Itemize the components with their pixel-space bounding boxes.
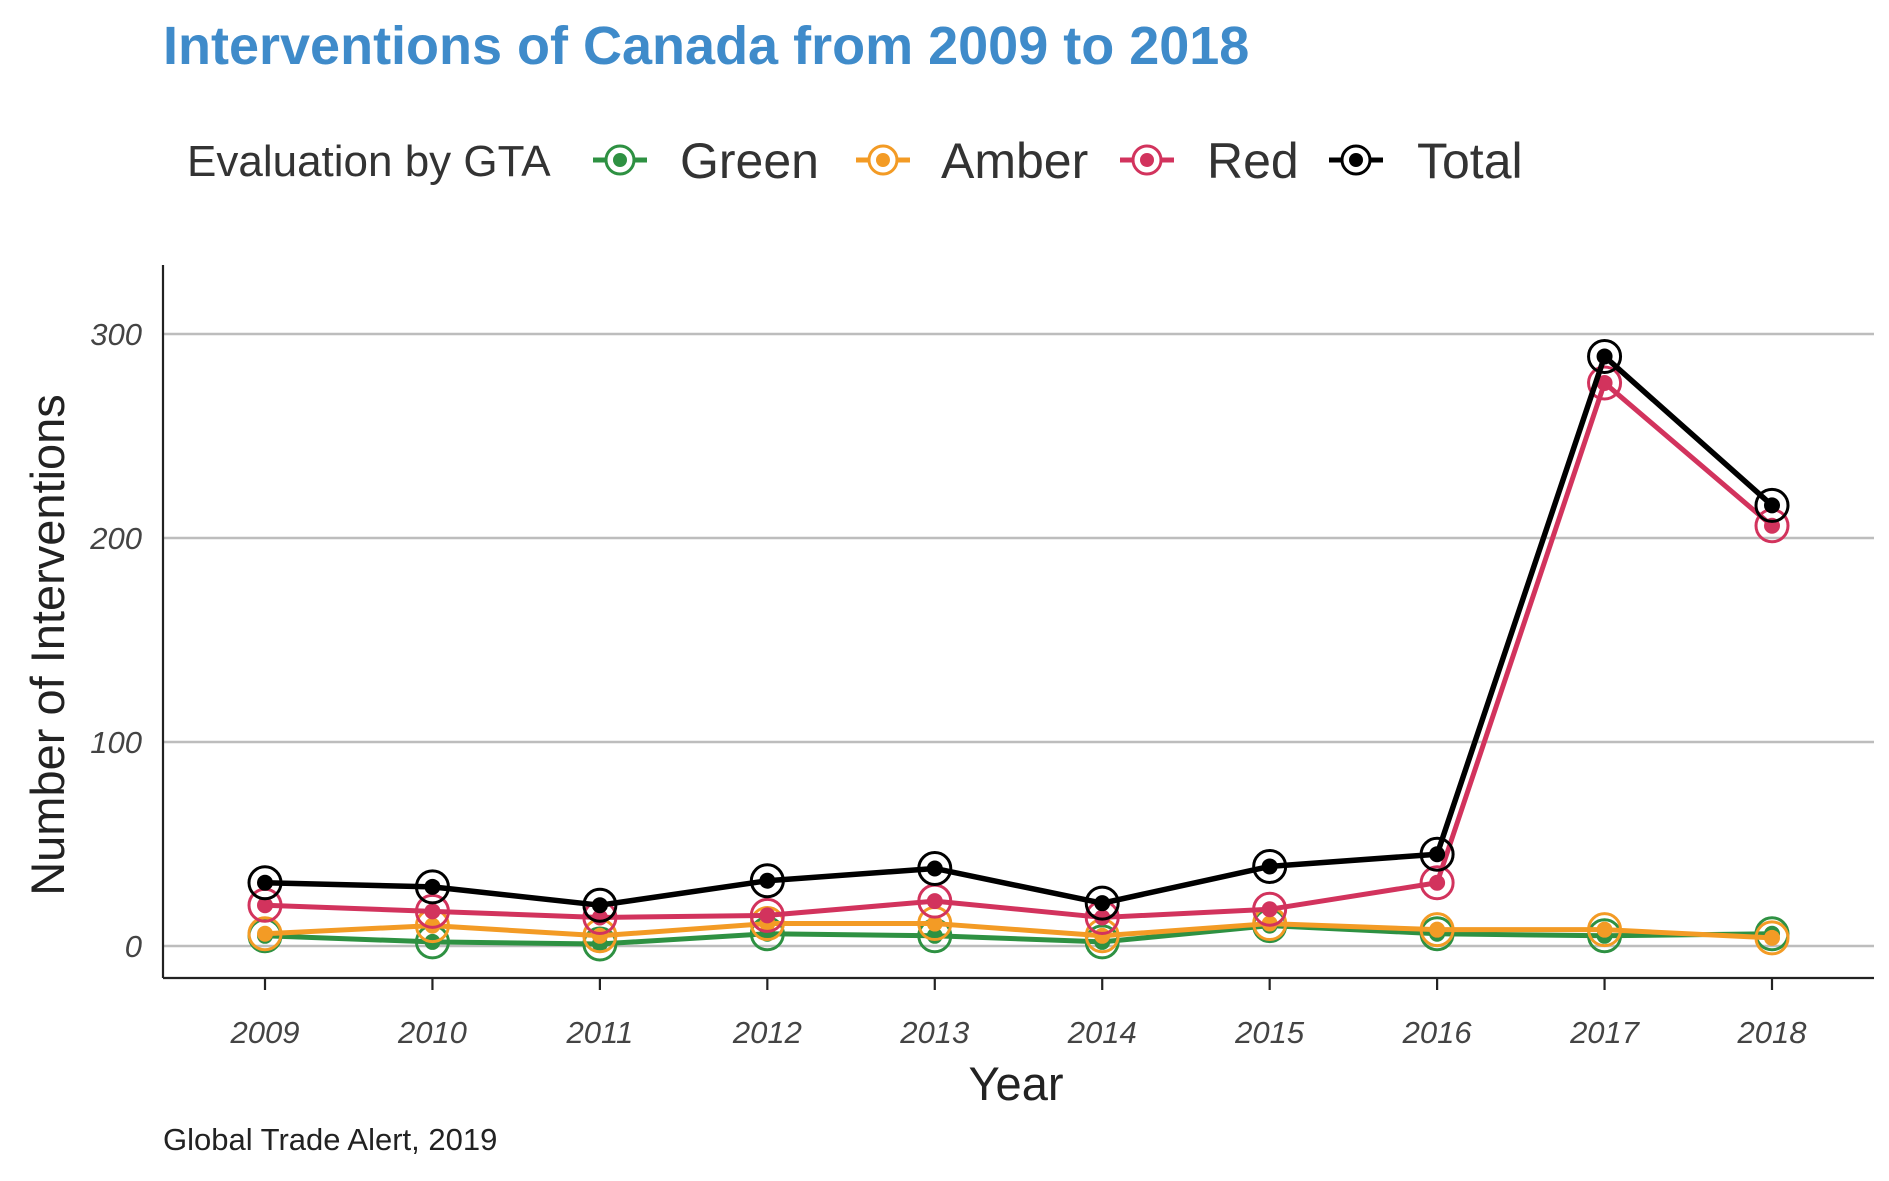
data-point-amber <box>1754 920 1790 956</box>
axes <box>161 265 1874 990</box>
data-point-total <box>1252 848 1288 884</box>
data-point-total <box>749 863 785 899</box>
y-tick-labels: 0 100 200 300 <box>89 317 142 964</box>
data-point-total <box>414 869 450 905</box>
x-tick-label: 2018 <box>1737 1015 1808 1050</box>
data-point-total <box>917 850 953 886</box>
x-tick-label: 2013 <box>899 1015 969 1050</box>
series <box>247 338 1790 962</box>
legend-title: Evaluation by GTA <box>187 137 551 186</box>
y-axis-label: Number of Interventions <box>21 394 74 896</box>
legend-label-amber: Amber <box>941 133 1088 189</box>
data-point-red <box>1419 865 1455 901</box>
legend-label-green: Green <box>680 133 819 189</box>
x-tick-label: 2015 <box>1234 1015 1305 1050</box>
legend-item-total: Total <box>1329 133 1523 189</box>
data-point-total <box>1084 885 1120 921</box>
y-tick-label: 0 <box>125 929 142 964</box>
y-tick-label: 300 <box>90 317 142 352</box>
series-line-red <box>264 380 1774 920</box>
legend-item-red: Red <box>1120 133 1299 189</box>
chart-caption: Global Trade Alert, 2019 <box>163 1122 497 1157</box>
data-point-amber <box>247 916 283 952</box>
x-tick-label: 2011 <box>566 1015 634 1050</box>
legend: Evaluation by GTA Green Amber Red Total <box>187 133 1523 189</box>
series-total <box>247 338 1790 923</box>
legend-item-green: Green <box>593 133 819 189</box>
gridlines <box>163 332 1874 948</box>
data-point-red <box>1252 891 1288 927</box>
x-tick-label: 2017 <box>1569 1015 1641 1050</box>
legend-item-amber: Amber <box>856 133 1088 189</box>
data-point-amber <box>1587 912 1623 948</box>
chart-title: Interventions of Canada from 2009 to 201… <box>163 16 1249 76</box>
legend-label-total: Total <box>1417 133 1523 189</box>
y-tick-label: 100 <box>90 725 142 760</box>
data-point-total <box>582 887 618 923</box>
data-point-red <box>414 893 450 929</box>
series-green <box>247 908 1790 962</box>
data-point-total <box>1419 836 1455 872</box>
data-point-total <box>1754 487 1790 523</box>
x-tick-label: 2009 <box>230 1015 300 1050</box>
data-point-red <box>749 897 785 933</box>
y-tick-label: 200 <box>89 521 142 556</box>
x-tick-label: 2010 <box>397 1015 467 1050</box>
data-point-total <box>1587 338 1623 374</box>
data-point-total <box>247 865 283 901</box>
series-line-total <box>264 353 1774 908</box>
legend-label-red: Red <box>1207 133 1299 189</box>
x-tick-labels: 2009 2010 2011 2012 2013 2014 2015 2016 2017 2018 <box>230 1015 1808 1050</box>
series-line-green <box>264 923 1773 947</box>
x-tick-label: 2016 <box>1402 1015 1473 1050</box>
x-tick-label: 2014 <box>1067 1015 1137 1050</box>
series-red <box>247 365 1790 935</box>
data-point-amber <box>1419 912 1455 948</box>
x-axis-label: Year <box>969 1057 1064 1110</box>
x-tick-label: 2012 <box>732 1015 802 1050</box>
data-point-red <box>1587 365 1623 401</box>
series-line-amber <box>264 921 1773 941</box>
